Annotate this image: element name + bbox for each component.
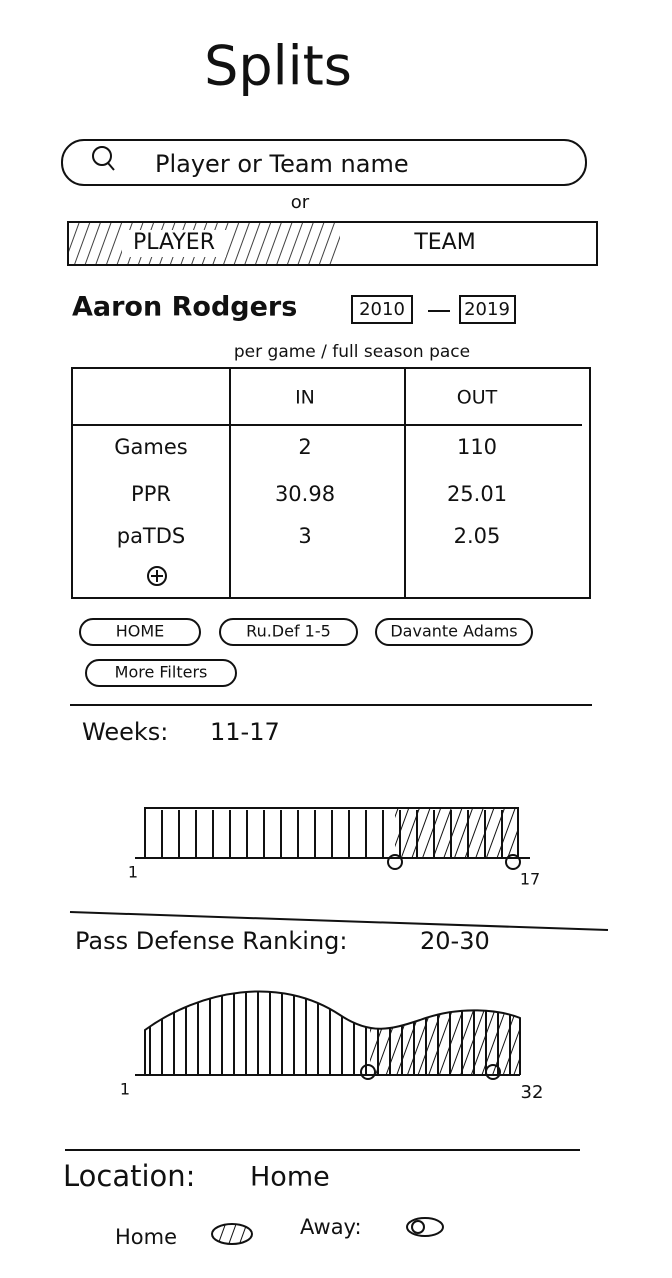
- separator: or: [291, 192, 310, 213]
- defense-max: 32: [521, 1082, 544, 1103]
- weeks-label: Weeks:: [82, 718, 168, 746]
- cell: 25.01: [447, 482, 507, 506]
- cell: 110: [457, 435, 497, 459]
- cell: 3: [298, 524, 311, 548]
- filter-pill[interactable]: [85, 659, 237, 687]
- splits-table: [71, 367, 591, 599]
- filter-pill[interactable]: [219, 618, 358, 646]
- home-switch[interactable]: [211, 1223, 253, 1245]
- row-label: paTDS: [117, 524, 186, 548]
- cell: 2.05: [454, 524, 501, 548]
- year-from-box[interactable]: [351, 295, 413, 324]
- slider-handle[interactable]: [485, 1064, 501, 1080]
- filter-pill[interactable]: [79, 618, 201, 646]
- filter-pill[interactable]: [375, 618, 533, 646]
- search-box[interactable]: [61, 139, 587, 186]
- away-switch[interactable]: [406, 1217, 444, 1237]
- row-label: PPR: [131, 482, 171, 506]
- slider-handle[interactable]: [360, 1064, 376, 1080]
- column-header: IN: [295, 387, 315, 409]
- year-from: 2010: [359, 299, 405, 320]
- slider-handle[interactable]: [505, 854, 521, 870]
- cell: 2: [298, 435, 311, 459]
- search-icon: [92, 146, 112, 166]
- filter-label: Davante Adams: [390, 622, 517, 641]
- year-to-box[interactable]: [459, 295, 516, 324]
- slider-handle[interactable]: [387, 854, 403, 870]
- toggle-label-bg: [122, 230, 226, 257]
- weeks-slider: [135, 807, 530, 870]
- divider: [69, 911, 609, 931]
- page-title: Splits: [204, 35, 352, 98]
- cell: 30.98: [275, 482, 335, 506]
- defense-label: Pass Defense Ranking:: [75, 927, 347, 955]
- defense-min: 1: [120, 1080, 130, 1099]
- slider-selection: [395, 808, 518, 858]
- year-to: 2019: [464, 299, 510, 320]
- location-label: Location:: [63, 1159, 195, 1193]
- column-header: OUT: [457, 387, 498, 409]
- filters: HOME Ru.Def 1-5 Davante Adams More Filters: [79, 618, 533, 687]
- pace-mode[interactable]: per game / full season pace: [234, 342, 470, 362]
- table-body: IN OUT Games 2 110 PPR 30.98 25.01 paTDS 3 2.05: [114, 387, 507, 549]
- weeks-range: 11-17: [210, 718, 280, 746]
- away-knob: [411, 1220, 425, 1234]
- add-stat-icon: [151, 570, 163, 582]
- filter-label: HOME: [116, 622, 165, 641]
- weeks-max: 17: [520, 870, 540, 889]
- filter-label: More Filters: [115, 663, 208, 682]
- player-name: Aaron Rodgers: [72, 292, 297, 323]
- add-stat[interactable]: [147, 566, 167, 586]
- filter-label: Ru.Def 1-5: [246, 622, 331, 641]
- weeks-min: 1: [128, 863, 138, 882]
- defense-range: 20-30: [420, 927, 490, 955]
- search-icon-handle: [107, 162, 115, 171]
- defense-slider: [135, 990, 521, 1080]
- option-home: Home: [115, 1225, 177, 1249]
- location-value: Home: [250, 1162, 330, 1193]
- search-placeholder: Player or Team name: [155, 150, 409, 178]
- option-away: Away:: [300, 1215, 362, 1239]
- toggle-player[interactable]: PLAYER: [133, 230, 215, 255]
- row-label: Games: [114, 435, 187, 459]
- toggle-team[interactable]: TEAM: [413, 230, 475, 255]
